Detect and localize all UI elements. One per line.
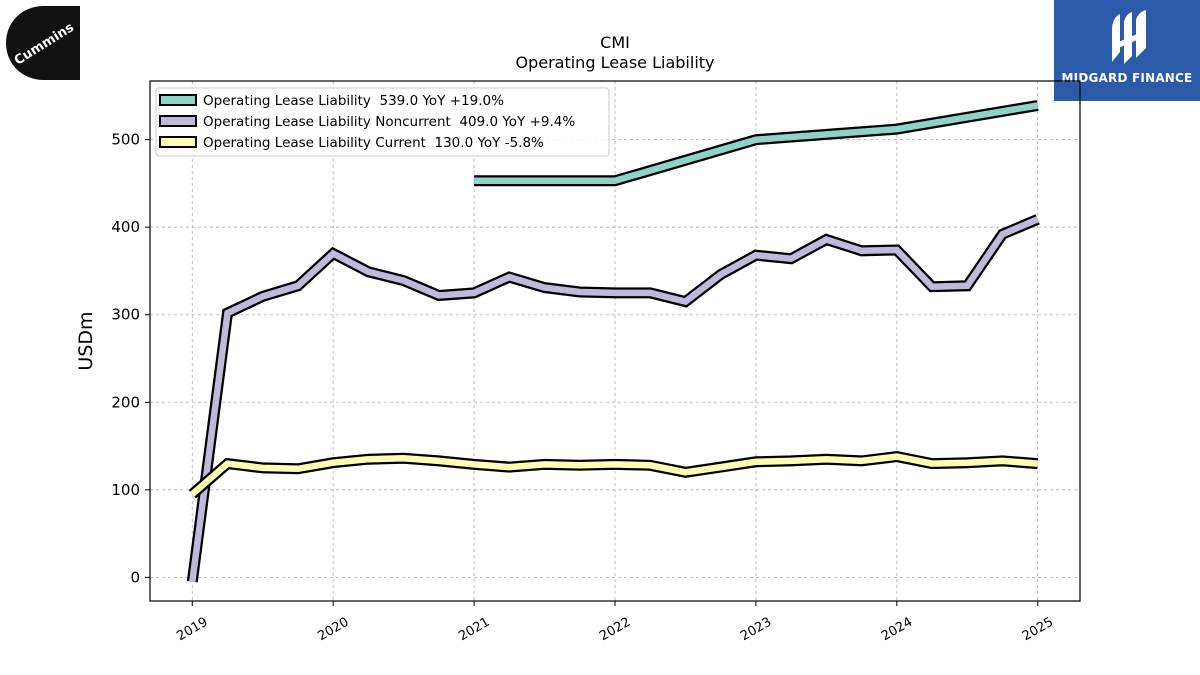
legend-label-0: Operating Lease Liability 539.0 YoY +19.… [203, 93, 504, 109]
series-line-2 [190, 453, 1038, 497]
legend-swatch-2 [159, 136, 197, 148]
cummins-logo-shape [6, 6, 80, 80]
x-tick-label: 2021 [456, 615, 492, 645]
y-axis-label: USDm [75, 311, 97, 370]
legend-box [155, 87, 610, 157]
axes: 0 100 200 300 400 500 2019 2020 2021 2022 2023 2024… [111, 131, 1056, 645]
legend-swatch-0 [159, 94, 197, 106]
x-tick-label: 2022 [597, 615, 633, 645]
midgard-finance-logo: MIDGARD FINANCE [1054, 0, 1200, 101]
chart-title: CMI [600, 33, 630, 52]
x-tick-label: 2019 [174, 615, 210, 645]
y-tick-label: 100 [111, 481, 140, 499]
legend-label-1: Operating Lease Liability Noncurrent 409… [203, 114, 575, 130]
midgard-emblem-icon [1112, 10, 1146, 64]
series-line-0 [474, 102, 1039, 185]
chart-subtitle: Operating Lease Liability [515, 53, 714, 72]
x-tick-label: 2024 [879, 615, 915, 645]
y-tick-label: 200 [111, 393, 140, 411]
y-tick-label: 500 [111, 131, 140, 149]
legend-swatch-1 [159, 115, 197, 127]
x-tick-label: 2020 [315, 615, 351, 645]
cummins-logo: Cummins [4, 4, 86, 82]
grid [150, 81, 1080, 601]
legend-label-2: Operating Lease Liability Current 130.0 … [203, 135, 544, 151]
y-tick-label: 300 [111, 306, 140, 324]
series-lines [186, 100, 1040, 583]
y-tick-label: 400 [111, 218, 140, 236]
legend: Operating Lease Liability 539.0 YoY +19.… [155, 87, 610, 157]
midgard-finance-name: MIDGARD FINANCE [1061, 71, 1193, 85]
x-tick-label: 2023 [738, 615, 774, 645]
x-tick-label: 2025 [1020, 615, 1056, 645]
series-line-1 [189, 216, 1039, 583]
y-tick-label: 0 [130, 568, 140, 586]
